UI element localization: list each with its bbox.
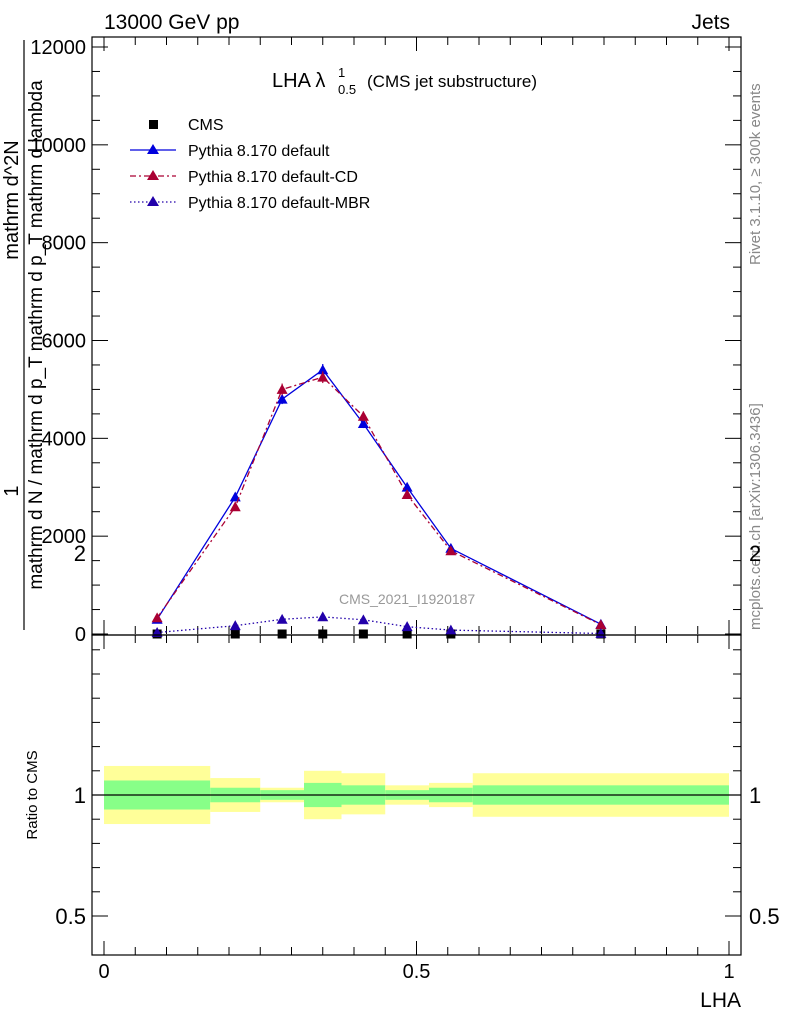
ratio-y-tick-label-right: 1 — [749, 783, 761, 808]
legend-label-cd: Pythia 8.170 default-CD — [188, 169, 358, 186]
legend-item-mbr: Pythia 8.170 default-MBR — [130, 195, 370, 212]
data-point-pythia-8-170-default-mbr — [445, 624, 457, 635]
main-y-tick-label: 2000 — [42, 526, 87, 548]
legend-item-default: Pythia 8.170 default — [130, 143, 330, 160]
series-line-pythia-8-170-default-cd — [156, 376, 602, 626]
legend-marker-cms — [149, 120, 158, 129]
main-axis-ticks: 0 2000 4000 6000 8000 10000 12000 — [30, 37, 741, 646]
legend-label-mbr: Pythia 8.170 default-MBR — [188, 195, 370, 212]
ratio-y-tick-label: 0.5 — [55, 904, 86, 929]
data-point-pythia-8-170-default-mbr — [357, 614, 369, 625]
data-point-cms — [402, 629, 412, 639]
x-axis-label: LHA — [700, 989, 741, 1012]
data-point-cms — [230, 629, 240, 639]
legend-marker-mbr — [147, 196, 159, 206]
data-point-pythia-8-170-default-mbr — [276, 613, 288, 624]
legend-label-default: Pythia 8.170 default — [188, 143, 330, 160]
ratio-y-tick-label: 1 — [74, 783, 86, 808]
legend-item-cd: Pythia 8.170 default-CD — [130, 169, 358, 186]
x-tick-label: 0.5 — [403, 961, 431, 983]
main-y-tick-label: 12000 — [30, 37, 86, 59]
legend: CMS Pythia 8.170 default Pythia 8.170 de… — [130, 117, 370, 212]
title-sup: 1 — [338, 65, 345, 80]
title-suffix: (CMS jet substructure) — [367, 72, 537, 91]
main-y-tick-label: 6000 — [42, 331, 87, 353]
ylabel-denominator: mathrm d N / mathrm d p_T mathrm d p_T m… — [26, 80, 47, 590]
main-y-tick-label: 0 — [75, 624, 86, 646]
data-point-pythia-8-170-default-mbr — [229, 620, 241, 631]
main-panel: 0 2000 4000 6000 8000 10000 12000 LHA λ 1 0.5 … — [1, 36, 742, 646]
mcplots-label: mcplots.cern.ch [arXiv:1306.3436] — [747, 403, 764, 630]
ylabel-lead: 1 — [1, 485, 23, 496]
rivet-label: Rivet 3.1.10, ≥ 300k events — [747, 83, 764, 265]
data-point-pythia-8-170-default-cd — [151, 612, 163, 623]
watermark: CMS_2021_I1920187 — [339, 591, 475, 607]
ratio-axis-ticks: 0.5 0.5 1 1 2 2 0 0.5 1 — [55, 541, 779, 983]
header-left: 13000 GeV pp — [104, 11, 239, 34]
data-point-pythia-8-170-default-mbr — [317, 611, 329, 622]
ratio-y-tick-label-right: 0.5 — [749, 904, 780, 929]
legend-item-cms: CMS — [149, 117, 224, 134]
legend-label-cms: CMS — [188, 117, 224, 134]
ratio-y-tick-label: 2 — [74, 541, 86, 566]
ratio-y-label: Ratio to CMS — [24, 750, 41, 839]
legend-marker-cd — [147, 170, 159, 180]
data-point-cms — [277, 629, 287, 639]
data-point-pythia-8-170-default — [276, 393, 288, 404]
header-right: Jets — [691, 11, 730, 34]
series-line-pythia-8-170-default-mbr — [157, 616, 601, 635]
x-tick-label: 0 — [98, 961, 109, 983]
chart-title: LHA λ 1 0.5 (CMS jet substructure) — [272, 65, 537, 97]
data-point-pythia-8-170-default-mbr — [401, 621, 413, 632]
ratio-y-tick-label-right: 2 — [749, 541, 761, 566]
data-point-pythia-8-170-default-cd — [445, 545, 457, 556]
data-point-pythia-8-170-default-cd — [317, 371, 329, 382]
x-tick-label: 1 — [723, 961, 734, 983]
ratio-frame — [91, 634, 742, 956]
data-point-pythia-8-170-default-cd — [595, 619, 607, 630]
data-point-pythia-8-170-default-cd — [357, 410, 369, 421]
data-point-cms — [358, 629, 368, 639]
data-point-pythia-8-170-default — [317, 364, 329, 375]
series-line-pythia-8-170-default — [156, 368, 602, 625]
title-sub: 0.5 — [338, 82, 356, 97]
data-point-pythia-8-170-default-cd — [401, 489, 413, 499]
data-point-pythia-8-170-default — [229, 491, 241, 502]
main-y-tick-label: 4000 — [42, 428, 87, 450]
title-main: LHA λ — [272, 70, 325, 92]
main-y-label: 1 mathrm d^2N mathrm d N / mathrm d p_T … — [1, 40, 47, 630]
ylabel-numerator: mathrm d^2N — [1, 140, 23, 259]
data-point-pythia-8-170-default — [357, 418, 369, 429]
data-point-pythia-8-170-default-cd — [276, 383, 288, 394]
main-y-tick-label: 10000 — [30, 135, 86, 157]
main-y-tick-label: 8000 — [42, 233, 87, 255]
data-point-cms — [318, 629, 328, 639]
ratio-panel: 0.5 0.5 1 1 2 2 0 0.5 1 Ratio to CMS LHA — [24, 541, 780, 1012]
data-point-pythia-8-170-default-cd — [229, 501, 241, 512]
legend-marker-default — [147, 144, 159, 154]
